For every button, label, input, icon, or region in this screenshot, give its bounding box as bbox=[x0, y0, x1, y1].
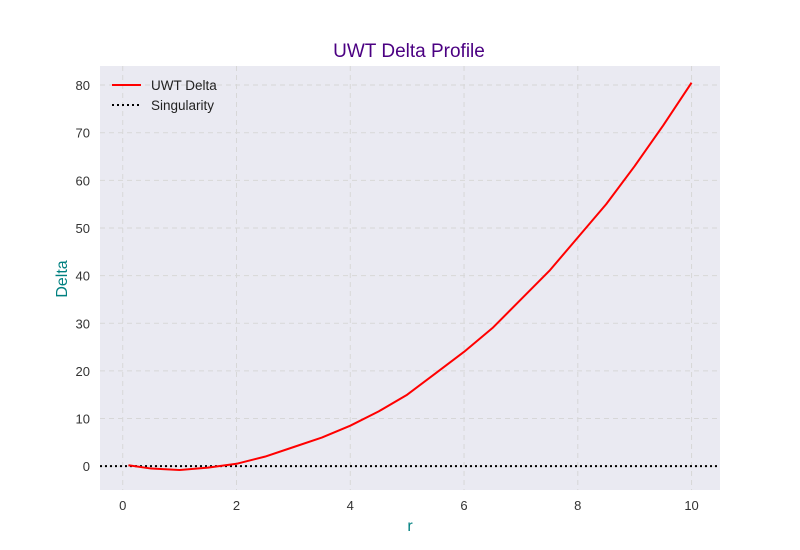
series-layer bbox=[100, 82, 720, 471]
x-tick-label: 10 bbox=[684, 498, 698, 513]
x-axis-ticks: 0 2 4 6 8 10 bbox=[119, 498, 699, 513]
y-tick-label: 40 bbox=[76, 269, 90, 284]
plot-area bbox=[100, 66, 720, 490]
x-tick-label: 6 bbox=[460, 498, 467, 513]
legend-label-uwt-delta: UWT Delta bbox=[151, 78, 217, 93]
y-tick-label: 10 bbox=[76, 412, 90, 427]
y-axis-ticks: 0 10 20 30 40 50 60 70 80 bbox=[76, 78, 90, 474]
y-tick-label: 80 bbox=[76, 78, 90, 93]
y-tick-label: 60 bbox=[76, 173, 90, 188]
y-tick-label: 50 bbox=[76, 221, 90, 236]
legend-label-singularity: Singularity bbox=[151, 98, 214, 113]
x-axis-label: r bbox=[407, 518, 413, 535]
chart-title: UWT Delta Profile bbox=[333, 41, 485, 62]
y-axis-label: Delta bbox=[54, 260, 71, 297]
y-tick-label: 30 bbox=[76, 316, 90, 331]
x-tick-label: 2 bbox=[233, 498, 240, 513]
y-tick-label: 20 bbox=[76, 364, 90, 379]
y-tick-label: 70 bbox=[76, 126, 90, 141]
x-tick-label: 0 bbox=[119, 498, 126, 513]
series-uwt-delta-line bbox=[128, 82, 693, 471]
legend: UWT Delta Singularity bbox=[112, 78, 217, 113]
x-tick-label: 4 bbox=[347, 498, 354, 513]
y-tick-label: 0 bbox=[83, 459, 90, 474]
x-tick-label: 8 bbox=[574, 498, 581, 513]
